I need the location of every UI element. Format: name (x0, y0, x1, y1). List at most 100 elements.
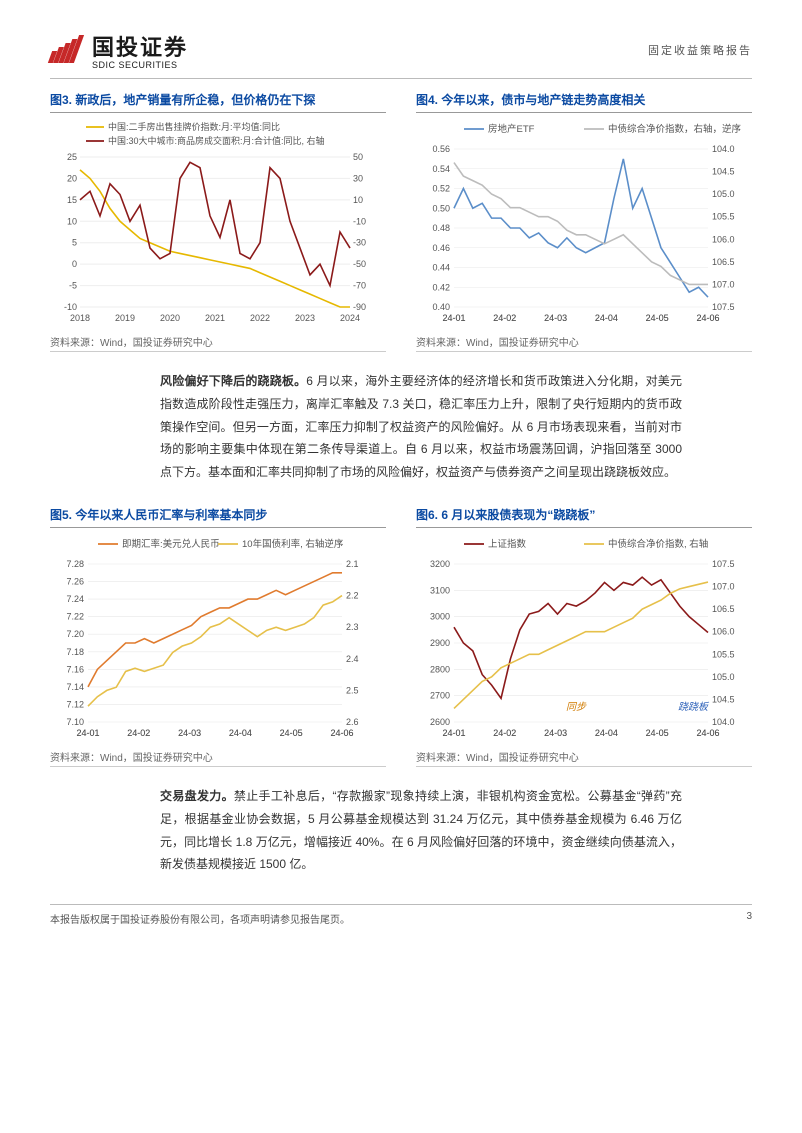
svg-text:24-01: 24-01 (442, 313, 465, 323)
fig6-title: 图6. 6 月以来股债表现为“跷跷板” (416, 506, 752, 528)
svg-text:0.54: 0.54 (432, 164, 450, 174)
doc-type: 固定收益策略报告 (648, 42, 752, 58)
svg-text:0.40: 0.40 (432, 302, 450, 312)
svg-text:24-02: 24-02 (127, 728, 150, 738)
svg-text:107.5: 107.5 (712, 559, 735, 569)
svg-text:0.48: 0.48 (432, 223, 450, 233)
svg-text:24-02: 24-02 (493, 313, 516, 323)
svg-text:104.0: 104.0 (712, 717, 735, 727)
svg-text:7.14: 7.14 (66, 682, 84, 692)
svg-text:中国:二手房出售挂牌价指数:月:平均值:同比: 中国:二手房出售挂牌价指数:月:平均值:同比 (108, 121, 280, 132)
svg-text:20: 20 (67, 173, 77, 183)
svg-text:105.5: 105.5 (712, 212, 735, 222)
page-header: 国投证券 SDIC SECURITIES 固定收益策略报告 (50, 30, 752, 70)
brand-en: SDIC SECURITIES (92, 60, 188, 70)
brand-cn: 国投证券 (92, 30, 188, 62)
svg-text:24-06: 24-06 (696, 728, 719, 738)
fig5-chart: 7.107.127.147.167.187.207.227.247.267.28… (50, 532, 380, 742)
fig4-source: 资料来源：Wind，国投证券研究中心 (416, 334, 752, 352)
svg-text:2.1: 2.1 (346, 559, 359, 569)
para1-lead: 风险偏好下降后的跷跷板。 (160, 374, 306, 388)
para2-lead: 交易盘发力。 (160, 789, 234, 803)
svg-text:上证指数: 上证指数 (488, 538, 527, 550)
svg-text:-5: -5 (69, 281, 77, 291)
footer-text: 本报告版权属于国投证券股份有限公司，各项声明请参见报告尾页。 (50, 911, 350, 926)
svg-text:0.50: 0.50 (432, 203, 450, 213)
svg-text:2800: 2800 (430, 664, 450, 674)
figure-5: 图5. 今年以来人民币汇率与利率基本同步 7.107.127.147.167.1… (50, 506, 386, 767)
svg-text:2900: 2900 (430, 638, 450, 648)
svg-text:104.5: 104.5 (712, 167, 735, 177)
svg-text:-70: -70 (353, 281, 366, 291)
fig3-source: 资料来源：Wind，国投证券研究中心 (50, 334, 386, 352)
svg-text:中国:30大中城市:商品房成交面积:月:合计值:同比, 右轴: 中国:30大中城市:商品房成交面积:月:合计值:同比, 右轴 (108, 135, 325, 146)
svg-text:10: 10 (67, 216, 77, 226)
svg-text:0.42: 0.42 (432, 282, 450, 292)
svg-text:106.5: 106.5 (712, 604, 735, 614)
svg-text:24-05: 24-05 (280, 728, 303, 738)
svg-text:7.12: 7.12 (66, 699, 84, 709)
svg-text:107.0: 107.0 (712, 582, 735, 592)
svg-text:-10: -10 (64, 302, 77, 312)
svg-text:24-05: 24-05 (646, 313, 669, 323)
svg-text:24-03: 24-03 (544, 728, 567, 738)
svg-text:2.6: 2.6 (346, 717, 359, 727)
figure-6: 图6. 6 月以来股债表现为“跷跷板” 26002700280029003000… (416, 506, 752, 767)
svg-text:10: 10 (353, 195, 363, 205)
svg-text:15: 15 (67, 195, 77, 205)
svg-text:106.0: 106.0 (712, 234, 735, 244)
svg-text:106.5: 106.5 (712, 257, 735, 267)
svg-text:2600: 2600 (430, 717, 450, 727)
svg-text:24-06: 24-06 (696, 313, 719, 323)
brand-logo: 国投证券 SDIC SECURITIES (50, 30, 188, 70)
fig5-title: 图5. 今年以来人民币汇率与利率基本同步 (50, 506, 386, 528)
svg-text:104.5: 104.5 (712, 694, 735, 704)
svg-text:3200: 3200 (430, 559, 450, 569)
para1-body: 6 月以来，海外主要经济体的经济增长和货币政策进入分化期，对美元指数造成阶段性走… (160, 374, 682, 479)
svg-text:2018: 2018 (70, 313, 90, 323)
svg-text:3000: 3000 (430, 612, 450, 622)
paragraph-2: 交易盘发力。禁止手工补息后，“存款搬家”现象持续上演，非银机构资金宽松。公募基金… (160, 785, 682, 876)
svg-text:24-04: 24-04 (595, 313, 618, 323)
svg-text:中债综合净价指数, 右轴: 中债综合净价指数, 右轴 (608, 538, 708, 550)
svg-text:105.0: 105.0 (712, 189, 735, 199)
svg-text:7.28: 7.28 (66, 559, 84, 569)
svg-text:0.46: 0.46 (432, 243, 450, 253)
svg-text:30: 30 (353, 173, 363, 183)
fig4-title: 图4. 今年以来，债市与地产链走势高度相关 (416, 91, 752, 113)
svg-text:2.5: 2.5 (346, 685, 359, 695)
svg-text:2.2: 2.2 (346, 591, 359, 601)
svg-text:7.20: 7.20 (66, 629, 84, 639)
svg-text:24-05: 24-05 (646, 728, 669, 738)
svg-text:2024: 2024 (340, 313, 360, 323)
svg-text:105.0: 105.0 (712, 672, 735, 682)
svg-text:7.22: 7.22 (66, 612, 84, 622)
svg-text:7.10: 7.10 (66, 717, 84, 727)
svg-text:0.52: 0.52 (432, 184, 450, 194)
svg-text:-50: -50 (353, 259, 366, 269)
svg-text:24-03: 24-03 (544, 313, 567, 323)
svg-text:即期汇率:美元兑人民币: 即期汇率:美元兑人民币 (122, 538, 220, 550)
svg-text:25: 25 (67, 152, 77, 162)
svg-text:房地产ETF: 房地产ETF (488, 123, 535, 135)
svg-text:24-02: 24-02 (493, 728, 516, 738)
svg-text:10年国债利率, 右轴逆序: 10年国债利率, 右轴逆序 (242, 538, 344, 550)
fig3-chart: -10-50510152025-90-70-50-30-101030502018… (50, 117, 380, 327)
svg-text:2019: 2019 (115, 313, 135, 323)
svg-text:中债综合净价指数，右轴，逆序: 中债综合净价指数，右轴，逆序 (608, 123, 742, 135)
svg-text:3100: 3100 (430, 585, 450, 595)
svg-text:24-03: 24-03 (178, 728, 201, 738)
figure-4: 图4. 今年以来，债市与地产链走势高度相关 0.400.420.440.460.… (416, 91, 752, 352)
svg-text:2022: 2022 (250, 313, 270, 323)
svg-text:2.3: 2.3 (346, 622, 359, 632)
svg-text:24-06: 24-06 (330, 728, 353, 738)
svg-text:105.5: 105.5 (712, 649, 735, 659)
svg-text:同步: 同步 (566, 701, 587, 713)
fig3-title: 图3. 新政后，地产销量有所企稳，但价格仍在下探 (50, 91, 386, 113)
fig4-chart: 0.400.420.440.460.480.500.520.540.56104.… (416, 117, 746, 327)
svg-text:-10: -10 (353, 216, 366, 226)
figure-3: 图3. 新政后，地产销量有所企稳，但价格仍在下探 -10-50510152025… (50, 91, 386, 352)
svg-text:0: 0 (72, 259, 77, 269)
fig6-chart: 2600270028002900300031003200104.0104.510… (416, 532, 746, 742)
svg-text:107.0: 107.0 (712, 279, 735, 289)
